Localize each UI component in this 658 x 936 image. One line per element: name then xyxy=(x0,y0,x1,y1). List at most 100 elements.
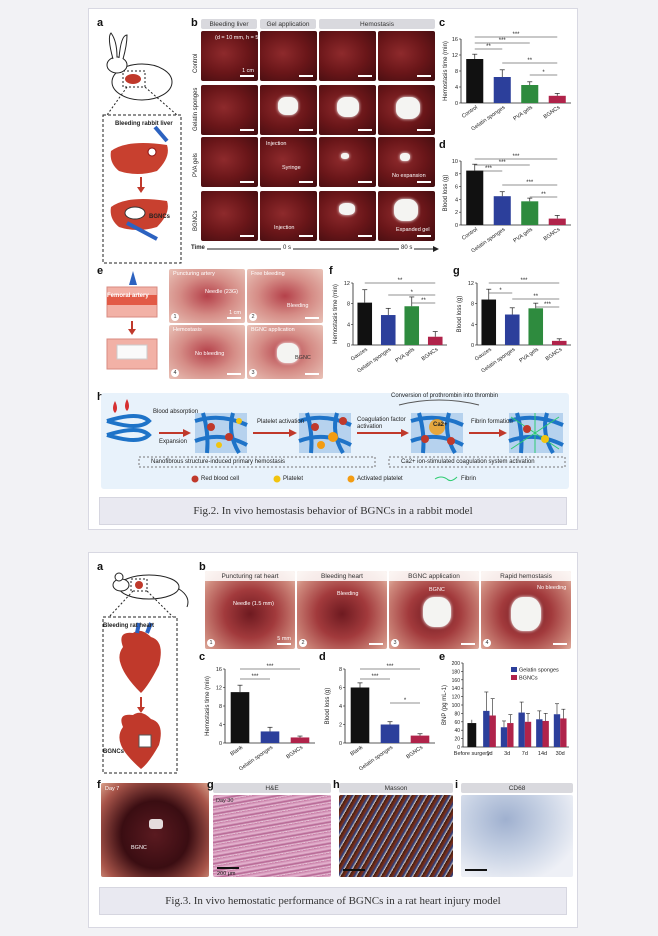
panel-letter-g: g xyxy=(453,265,460,277)
wound-note: (d = 10 mm, h = 5 mm) xyxy=(215,35,258,41)
y-tick-label: 6 xyxy=(455,185,458,191)
x-tick-label-2: BGNCs xyxy=(285,745,304,761)
bgncs-label-3a: BGNCs xyxy=(103,749,125,755)
bgncs-label-a: BGNCs xyxy=(149,214,171,220)
sig-label-0: ** xyxy=(398,278,403,284)
scale-bar-r1-c1 xyxy=(240,75,254,77)
scale-note-1cm: 1 cm xyxy=(242,68,254,74)
legend-activated-platelet-icon xyxy=(347,475,355,483)
photo-day7-label: Day 7 xyxy=(105,786,120,792)
liver-photo-r1-c3 xyxy=(319,31,376,81)
y-axis-label: BNP (pg mL-1) xyxy=(442,685,448,725)
x-tick-label-2: PVA gels xyxy=(512,105,534,123)
x-tick-label-0: Blank xyxy=(229,745,244,758)
histology-masson xyxy=(339,795,453,877)
y-tick-label: 60 xyxy=(454,720,460,726)
y-tick-label: 0 xyxy=(471,343,474,349)
time-0s: 0 s xyxy=(281,245,294,251)
heart-scale-label: 5 mm xyxy=(277,636,291,642)
sig-label-2: ** xyxy=(533,294,538,300)
y-tick-label: 8 xyxy=(347,302,350,308)
heart-scale-2 xyxy=(369,643,383,645)
liver-photo-r2-c3 xyxy=(319,85,376,135)
femoral-no-bleeding: No bleeding xyxy=(195,351,225,357)
sig-label-2: *** xyxy=(512,154,520,160)
legend-platelet: Platelet xyxy=(283,476,304,482)
liver-photo-r4-c1 xyxy=(201,191,258,241)
bar-0 xyxy=(467,723,477,747)
femoral-artery-label: Femoral artery xyxy=(107,293,149,299)
bleeding-rabbit-liver-label: Bleeding rabbit liver xyxy=(115,121,173,127)
h-step-absorption: Blood absorption xyxy=(153,409,199,415)
network-1 xyxy=(194,412,248,455)
annot-no-expansion: No expansion xyxy=(392,173,426,179)
sig-label-1: *** xyxy=(499,160,507,166)
h-sub-coagulation: Ca2+ ion-stimulated coagulation system a… xyxy=(401,459,535,465)
femoral-photo-3: Hemostasis 4 No bleeding xyxy=(169,325,245,379)
y-tick-label: 2 xyxy=(455,210,458,216)
bar-2-1 xyxy=(507,723,514,747)
y-tick-label: 2 xyxy=(339,723,342,729)
heart-photo-title-4: Rapid hemostasis xyxy=(481,571,571,581)
time-arrow xyxy=(207,246,439,252)
gelatin-sponge-r2-c2 xyxy=(278,97,298,115)
panel-letter-3h: h xyxy=(333,779,340,791)
histology-he: Day 30 200 μm xyxy=(213,795,331,877)
y-tick-label: 12 xyxy=(216,686,222,692)
scale-bar-r4-c3 xyxy=(358,235,372,237)
header-he: H&E xyxy=(213,783,331,793)
sig-label-0: *** xyxy=(266,664,274,670)
liver-photo-r4-c2: Injection xyxy=(260,191,317,241)
bar-0 xyxy=(481,299,497,345)
legend-platelet-icon xyxy=(273,475,281,483)
y-axis-label: Hemostasis time (min) xyxy=(205,676,211,736)
pva-gel-final xyxy=(400,153,410,161)
heart-scale-1 xyxy=(277,643,291,645)
femoral-photo-1: Puncturing artery 1 Needle (23G) 1 cm xyxy=(169,269,245,323)
network-2 xyxy=(298,412,352,455)
heart-no-bleeding: No bleeding xyxy=(537,585,567,591)
x-tick-label-0: Blank xyxy=(349,745,364,758)
femoral-scale-3 xyxy=(227,373,241,375)
heart-bgnc: BGNC xyxy=(429,587,445,593)
legend-fibrin-icon xyxy=(434,476,458,482)
sig-label-4: * xyxy=(542,70,545,76)
scale-bar-r3-c3 xyxy=(358,181,372,183)
h-sub-primary: Nanofibrous structure-induced primary he… xyxy=(151,459,286,465)
femoral-needle: Needle (23G) xyxy=(205,289,239,295)
femoral-photo-num-4: 3 xyxy=(249,369,257,377)
scale-bar-r2-c2 xyxy=(299,129,313,131)
header-cd68: CD68 xyxy=(461,783,573,793)
femoral-photo-num-3: 4 xyxy=(171,369,179,377)
legend-activated-platelet: Activated platelet xyxy=(357,476,403,482)
fig3-caption: Fig.3. In vivo hemostatic performance of… xyxy=(99,887,567,915)
liver-photo-r2-c1 xyxy=(201,85,258,135)
scale-bar-r4-c2 xyxy=(299,235,313,237)
y-tick-label: 160 xyxy=(452,678,461,684)
panel-letter-e: e xyxy=(97,265,104,277)
sig-label-2: * xyxy=(404,698,407,704)
y-axis-label: Hemostasis time (min) xyxy=(333,284,339,344)
x-tick-label-4: 14d xyxy=(538,751,547,757)
y-tick-label: 4 xyxy=(339,704,342,710)
liver-photo-r3-c3 xyxy=(319,137,376,187)
x-tick-label-3: BGNCs xyxy=(421,347,440,363)
y-tick-label: 80 xyxy=(454,711,460,717)
heart-bleeding: Bleeding xyxy=(337,591,359,597)
histology-day30: Day 30 xyxy=(216,798,234,804)
y-tick-label: 8 xyxy=(339,667,342,673)
x-tick-label-1: Gelatin sponges xyxy=(238,745,274,773)
bar-1 xyxy=(380,315,396,345)
y-tick-label: 8 xyxy=(471,302,474,308)
y-tick-label: 40 xyxy=(454,728,460,734)
scale-bar-r4-c4 xyxy=(417,235,431,237)
y-tick-label: 10 xyxy=(452,159,458,165)
x-tick-label-2: 3d xyxy=(504,751,510,757)
heart-photo-4: Rapid hemostasis 4 No bleeding xyxy=(481,571,571,649)
scale-bar-r2-c1 xyxy=(240,129,254,131)
bar-1 xyxy=(493,196,511,225)
